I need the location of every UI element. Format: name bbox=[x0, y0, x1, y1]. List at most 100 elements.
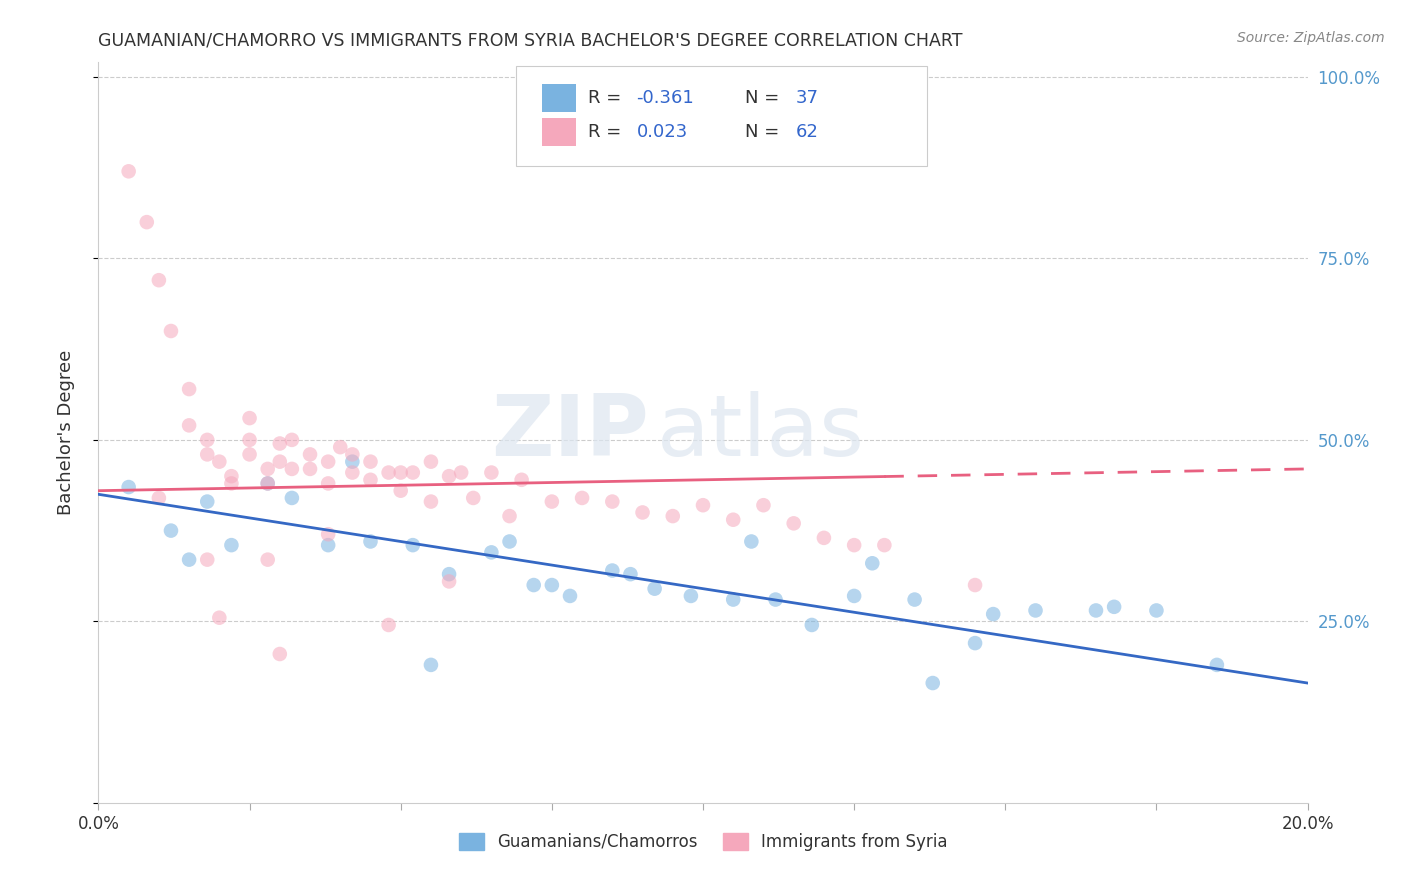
Point bbox=[723, 592, 745, 607]
Point bbox=[844, 538, 866, 552]
Point bbox=[873, 538, 896, 552]
Point bbox=[752, 498, 775, 512]
Point bbox=[148, 273, 170, 287]
Point bbox=[904, 592, 927, 607]
Point bbox=[661, 509, 683, 524]
Point bbox=[463, 491, 485, 505]
Point bbox=[256, 476, 278, 491]
Point bbox=[195, 494, 218, 508]
Point bbox=[377, 466, 399, 480]
Point bbox=[316, 455, 339, 469]
Point bbox=[208, 455, 231, 469]
Point bbox=[420, 494, 443, 508]
Text: atlas: atlas bbox=[657, 391, 865, 475]
Point bbox=[765, 592, 787, 607]
Point bbox=[740, 534, 762, 549]
Legend: Guamanians/Chamorros, Immigrants from Syria: Guamanians/Chamorros, Immigrants from Sy… bbox=[451, 826, 955, 857]
Text: GUAMANIAN/CHAMORRO VS IMMIGRANTS FROM SYRIA BACHELOR'S DEGREE CORRELATION CHART: GUAMANIAN/CHAMORRO VS IMMIGRANTS FROM SY… bbox=[98, 31, 963, 49]
Text: R =: R = bbox=[588, 123, 627, 141]
Point bbox=[558, 589, 581, 603]
Point bbox=[437, 567, 460, 582]
Point bbox=[195, 433, 218, 447]
Point bbox=[221, 476, 243, 491]
Point bbox=[420, 657, 443, 672]
Point bbox=[1085, 603, 1108, 617]
Point bbox=[195, 447, 218, 461]
Point bbox=[195, 552, 218, 566]
Point bbox=[179, 382, 201, 396]
Point bbox=[179, 552, 201, 566]
FancyBboxPatch shape bbox=[516, 66, 927, 166]
Point bbox=[360, 455, 382, 469]
Point bbox=[281, 491, 304, 505]
Point bbox=[602, 494, 624, 508]
Point bbox=[498, 509, 520, 524]
Point bbox=[679, 589, 702, 603]
Point bbox=[813, 531, 835, 545]
Point bbox=[1024, 603, 1046, 617]
Point bbox=[844, 589, 866, 603]
Point bbox=[389, 483, 412, 498]
Point bbox=[329, 440, 352, 454]
Point bbox=[1206, 657, 1229, 672]
Point bbox=[389, 466, 412, 480]
Point bbox=[523, 578, 546, 592]
Point bbox=[256, 552, 278, 566]
Point bbox=[1102, 599, 1125, 614]
Point bbox=[221, 469, 243, 483]
Point bbox=[540, 494, 562, 508]
Point bbox=[377, 618, 399, 632]
Point bbox=[160, 524, 183, 538]
Y-axis label: Bachelor's Degree: Bachelor's Degree bbox=[56, 350, 75, 516]
Text: 62: 62 bbox=[796, 123, 818, 141]
Point bbox=[437, 469, 460, 483]
Point bbox=[316, 538, 339, 552]
Point bbox=[360, 534, 382, 549]
Point bbox=[269, 647, 291, 661]
Point bbox=[981, 607, 1004, 621]
Point bbox=[481, 545, 503, 559]
Point bbox=[299, 462, 322, 476]
Point bbox=[239, 433, 262, 447]
Point bbox=[281, 462, 304, 476]
Text: 0.023: 0.023 bbox=[637, 123, 688, 141]
Point bbox=[342, 455, 364, 469]
Point bbox=[342, 447, 364, 461]
Point bbox=[420, 455, 443, 469]
Point bbox=[342, 466, 364, 480]
Point bbox=[571, 491, 593, 505]
Point bbox=[498, 534, 520, 549]
Point bbox=[402, 538, 425, 552]
Point bbox=[208, 610, 231, 624]
Point bbox=[269, 436, 291, 450]
Point bbox=[965, 636, 987, 650]
Point bbox=[316, 476, 339, 491]
Point bbox=[783, 516, 806, 531]
Point bbox=[921, 676, 943, 690]
Point bbox=[510, 473, 533, 487]
Point bbox=[135, 215, 157, 229]
Bar bbox=[543, 118, 576, 146]
Point bbox=[281, 433, 304, 447]
Point bbox=[723, 513, 745, 527]
Text: 37: 37 bbox=[796, 89, 820, 107]
Text: -0.361: -0.361 bbox=[637, 89, 695, 107]
Point bbox=[481, 466, 503, 480]
Point bbox=[540, 578, 562, 592]
Text: N =: N = bbox=[745, 89, 786, 107]
Text: N =: N = bbox=[745, 123, 786, 141]
Point bbox=[269, 455, 291, 469]
Point bbox=[631, 506, 654, 520]
Point bbox=[644, 582, 666, 596]
Point bbox=[221, 538, 243, 552]
Text: R =: R = bbox=[588, 89, 627, 107]
Point bbox=[692, 498, 714, 512]
Point bbox=[118, 480, 141, 494]
Point bbox=[360, 473, 382, 487]
Point bbox=[118, 164, 141, 178]
Point bbox=[860, 556, 883, 570]
Point bbox=[316, 527, 339, 541]
Point bbox=[437, 574, 460, 589]
Point bbox=[160, 324, 183, 338]
Point bbox=[402, 466, 425, 480]
